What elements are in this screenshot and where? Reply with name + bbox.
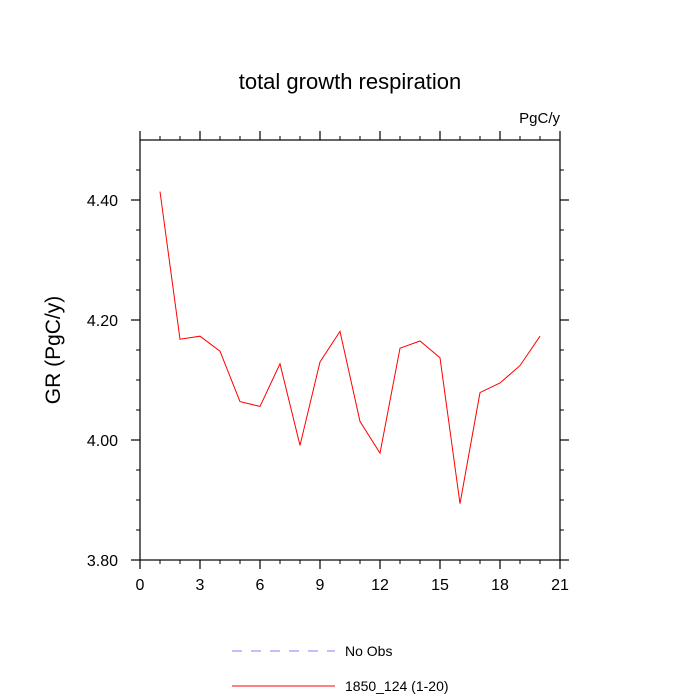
legend: No Obs 1850_124 (1-20): [232, 643, 449, 694]
y-tick-label: 4.00: [87, 433, 118, 450]
x-tick-label: 21: [551, 577, 569, 594]
x-tick-label: 0: [136, 577, 145, 594]
x-tick-label: 9: [316, 577, 325, 594]
x-tick-label: 12: [371, 577, 389, 594]
plot-frame: [139, 139, 561, 561]
y-tick-label: 3.80: [87, 553, 118, 570]
x-tick-label: 15: [431, 577, 449, 594]
x-tick-label: 6: [256, 577, 265, 594]
y-tick-label: 4.40: [87, 193, 118, 210]
series-line: [159, 191, 541, 504]
legend-label: 1850_124 (1-20): [345, 678, 449, 694]
x-tick-label: 18: [491, 577, 509, 594]
chart-title: total growth respiration: [239, 69, 462, 94]
y-axis-label: GR (PgC/y): [42, 296, 65, 405]
y-tick-label: 4.20: [87, 313, 118, 330]
x-tick-label: 3: [196, 577, 205, 594]
series-group: [159, 191, 541, 504]
units-label: PgC/y: [519, 110, 560, 127]
axis-ticks: 0 3 6 9 12 15 18 21 3.80 4.00 4.20 4.40: [87, 131, 569, 594]
legend-label: No Obs: [345, 643, 392, 659]
